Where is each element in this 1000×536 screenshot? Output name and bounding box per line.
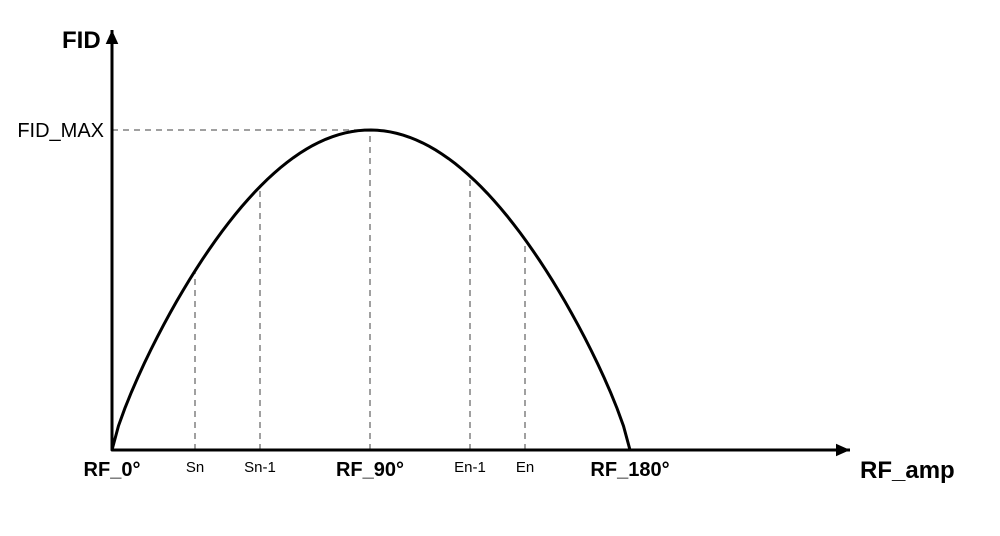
x-tick-en: En <box>516 459 534 476</box>
y-axis-label: FID <box>62 27 101 54</box>
x-tick-sn: Sn <box>186 459 204 476</box>
x-tick-rf180: RF_180° <box>590 459 669 481</box>
y-tick-fidmax: FID_MAX <box>17 120 104 142</box>
chart-background <box>0 0 1000 536</box>
x-axis-label: RF_amp <box>860 457 955 484</box>
x-tick-en1: En-1 <box>454 459 486 476</box>
x-tick-sn1: Sn-1 <box>244 459 276 476</box>
fid-curve-chart: FID RF_amp FID_MAX RF_0° Sn Sn-1 RF_90° En-1 En R… <box>0 0 1000 536</box>
x-tick-rf90: RF_90° <box>336 459 404 481</box>
x-tick-rf0: RF_0° <box>84 459 141 481</box>
